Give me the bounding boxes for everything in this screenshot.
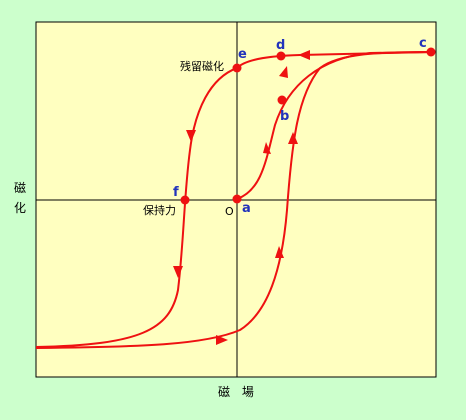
point-e	[232, 63, 242, 73]
point-c	[426, 47, 436, 57]
direction-arrows	[173, 50, 310, 345]
coercivity-label: 保持力	[143, 203, 176, 217]
arrow-initial-lower	[279, 66, 288, 78]
point-label-a: a	[242, 201, 251, 216]
arrow-descending-upper	[186, 130, 196, 142]
point-a	[232, 194, 242, 204]
arrow-descending-lower	[173, 266, 183, 278]
x-axis-label: 磁 場	[218, 385, 258, 399]
point-label-b: b	[280, 109, 289, 124]
point-label-c: c	[419, 36, 427, 51]
arrow-initial-upper	[263, 142, 271, 154]
origin-label: O	[225, 205, 234, 218]
y-axis-label: 磁化	[13, 181, 26, 215]
marked-points	[180, 47, 436, 205]
arrow-bottom-rightward	[216, 335, 228, 345]
point-b	[277, 95, 287, 105]
remanence-label: 残留磁化	[180, 59, 224, 73]
arrow-ascending-upper	[288, 132, 298, 144]
point-f	[180, 195, 190, 205]
ascending-branch	[35, 51, 432, 349]
point-label-e: e	[238, 47, 247, 62]
point-label-d: d	[276, 38, 285, 53]
point-label-f: f	[173, 185, 179, 200]
arrow-ascending-lower	[275, 246, 284, 258]
descending-branch	[35, 51, 432, 348]
arrow-top-leftward	[298, 50, 310, 60]
point-d	[276, 51, 286, 61]
